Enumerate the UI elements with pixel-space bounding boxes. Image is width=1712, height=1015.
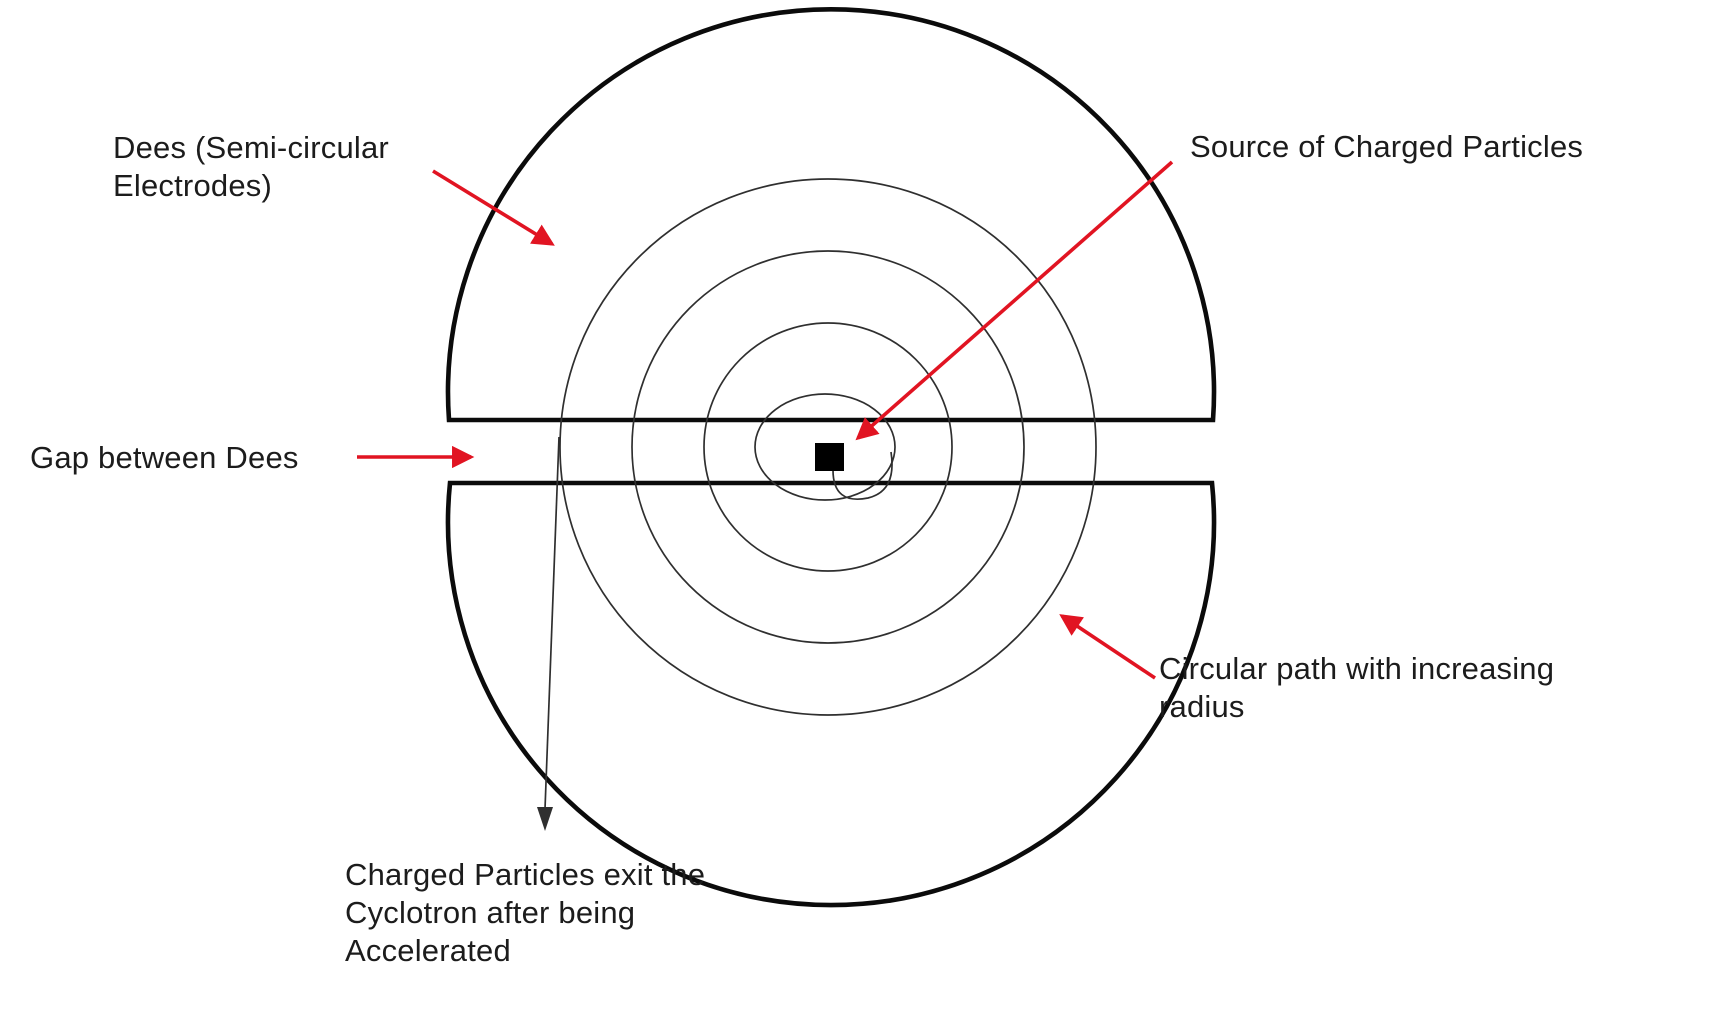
circular-path-annotation-arrow-icon <box>1059 614 1156 680</box>
source-marker <box>815 443 844 471</box>
circular-path-label: Circular path with increasing radius <box>1159 651 1555 724</box>
spiral-start-hook <box>832 451 893 500</box>
gap-label: Gap between Dees <box>30 440 299 475</box>
upper-dee-outline <box>445 7 1217 423</box>
exit-label: Charged Particles exit the Cyclotron aft… <box>345 857 706 968</box>
dees-annotation-arrow-icon <box>432 169 555 246</box>
exit-trajectory-line <box>544 436 560 810</box>
spiral-turn-1 <box>754 393 896 501</box>
dees-label: Dees (Semi-circular Electrodes) <box>113 130 389 203</box>
source-label: Source of Charged Particles <box>1190 129 1584 164</box>
source-annotation-arrow-icon <box>855 160 1174 441</box>
lower-dee-outline <box>445 480 1217 908</box>
spiral-trajectory <box>537 178 1097 831</box>
spiral-turn-3 <box>631 250 1025 644</box>
spiral-turn-2 <box>703 322 953 572</box>
exit-arrowhead-icon <box>537 807 553 831</box>
spiral-turn-4 <box>559 178 1097 716</box>
